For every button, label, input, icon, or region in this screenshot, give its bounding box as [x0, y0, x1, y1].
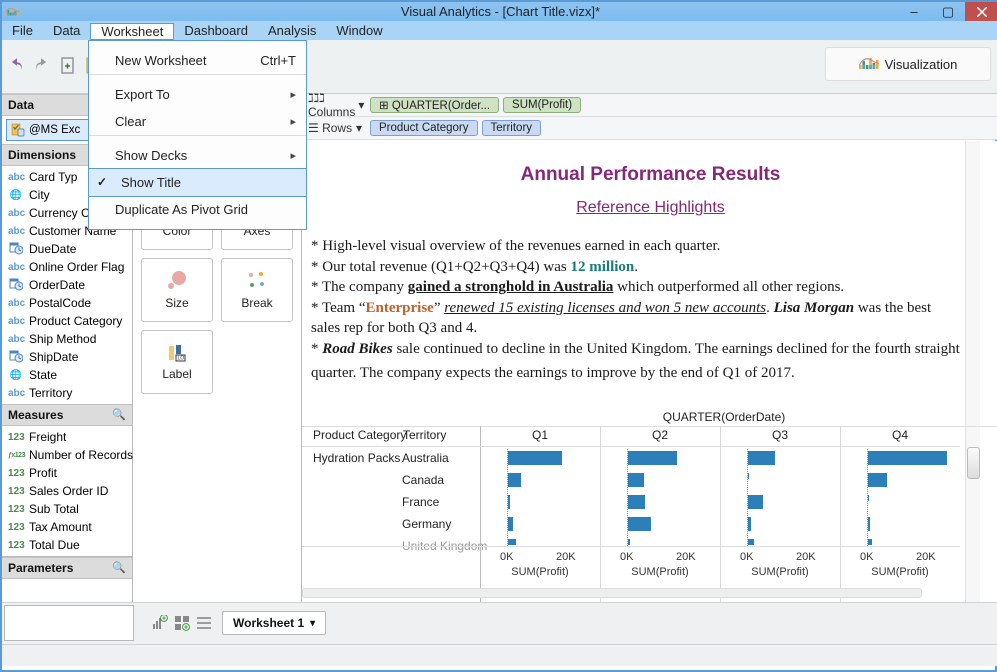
svg-text:LO: LO	[178, 356, 185, 362]
